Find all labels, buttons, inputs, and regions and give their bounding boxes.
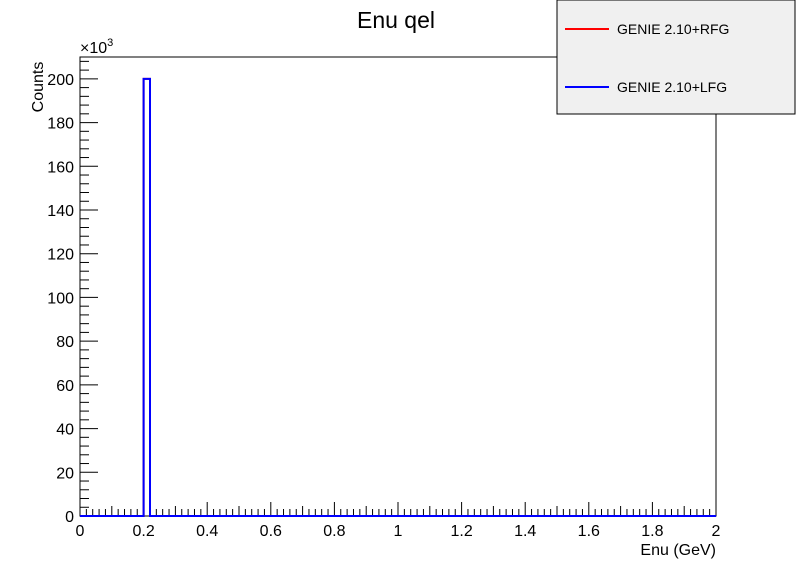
x-tick-label: 0 [76, 523, 85, 540]
x-tick-label: 0.8 [323, 523, 345, 540]
histogram-series-0 [80, 77, 716, 517]
x-tick-label: 1 [394, 523, 403, 540]
legend-label-lfg: GENIE 2.10+LFG [617, 79, 727, 95]
x-tick-label: 0.4 [196, 523, 218, 540]
y-tick-label: 200 [47, 72, 74, 89]
y-tick-label: 100 [47, 290, 74, 307]
y-multiplier-exponent: 3 [107, 37, 113, 49]
y-tick-label: 40 [56, 422, 74, 439]
x-tick-label: 1.4 [514, 523, 536, 540]
x-tick-label: 1.6 [578, 523, 600, 540]
x-axis: 0 0.2 0.4 0.6 0.8 1 1.2 1.4 1.6 1.8 2 [76, 502, 721, 540]
x-tick-label: 2 [712, 523, 721, 540]
x-tick-label: 0.2 [132, 523, 154, 540]
y-tick-label: 160 [47, 159, 74, 176]
legend-label-rfg: GENIE 2.10+RFG [617, 21, 729, 37]
y-tick-label: 0 [65, 509, 74, 526]
x-tick-label: 1.8 [641, 523, 663, 540]
y-tick-label: 140 [47, 203, 74, 220]
y-tick-label: 20 [56, 465, 74, 482]
y-axis-label: Counts [30, 62, 47, 113]
x-tick-label: 1.2 [450, 523, 472, 540]
x-axis-label: Enu (GeV) [640, 542, 716, 559]
y-multiplier: ×103 [80, 37, 113, 57]
x-tick-label: 0.6 [260, 523, 282, 540]
histogram-series-1 [80, 77, 716, 517]
y-tick-label: 80 [56, 334, 74, 351]
y-tick-label: 180 [47, 116, 74, 133]
plot-frame [79, 56, 717, 517]
series-group [80, 77, 716, 517]
y-tick-label: 60 [56, 378, 74, 395]
chart-title: Enu qel [357, 7, 435, 33]
y-axis: 0 20 40 60 80 100 120 140 160 180 200 [47, 60, 98, 526]
y-multiplier-base: ×10 [80, 40, 107, 57]
legend: GENIE 2.10+RFG GENIE 2.10+LFG [556, 0, 796, 115]
legend-box [556, 0, 796, 115]
y-tick-label: 120 [47, 247, 74, 264]
